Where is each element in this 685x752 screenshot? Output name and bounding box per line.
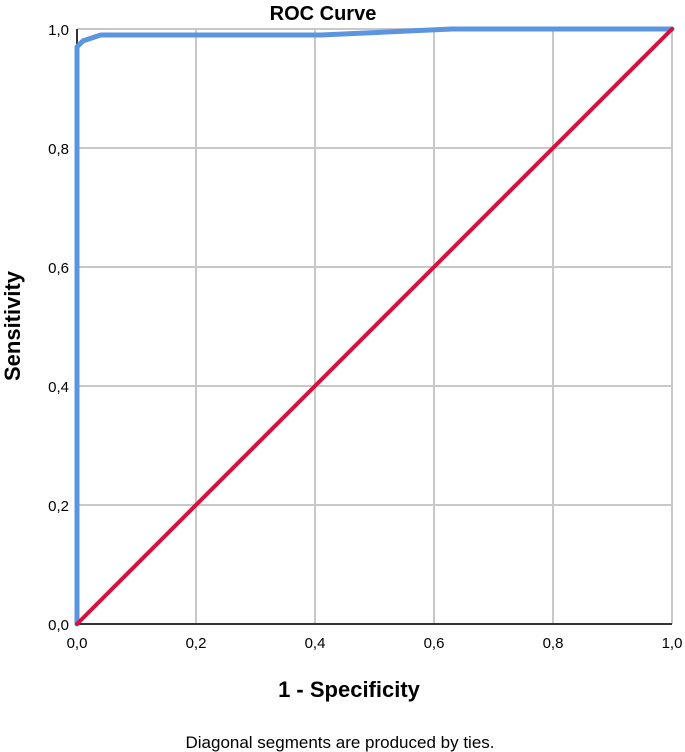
y-tick-label: 0,4 — [48, 379, 69, 396]
x-tick-label: 0,8 — [543, 635, 564, 652]
x-tick-label: 0,4 — [305, 635, 326, 652]
y-axis-title: Sensitivity — [0, 270, 25, 381]
reference-diagonal-line — [75, 27, 674, 626]
y-tick-label: 0,8 — [48, 141, 69, 158]
chart-title: ROC Curve — [270, 3, 377, 25]
data-series — [74, 26, 675, 627]
x-tick-label: 0,0 — [67, 635, 88, 652]
roc-curve-line — [74, 26, 675, 627]
y-tick-label: 0,0 — [48, 617, 69, 634]
y-tick-label: 0,6 — [48, 260, 69, 277]
y-tick-label: 0,2 — [48, 498, 69, 515]
x-tick-labels: 0,0 0,2 0,4 0,6 0,8 1,0 — [67, 635, 683, 652]
x-tick-label: 0,6 — [424, 635, 445, 652]
x-axis-title: 1 - Specificity — [278, 677, 421, 702]
y-tick-labels: 0,0 0,2 0,4 0,6 0,8 1,0 — [48, 22, 69, 634]
y-tick-label: 1,0 — [48, 22, 69, 39]
x-tick-label: 1,0 — [662, 635, 683, 652]
chart-footnote: Diagonal segments are produced by ties. — [185, 733, 494, 752]
x-tick-label: 0,2 — [186, 635, 207, 652]
